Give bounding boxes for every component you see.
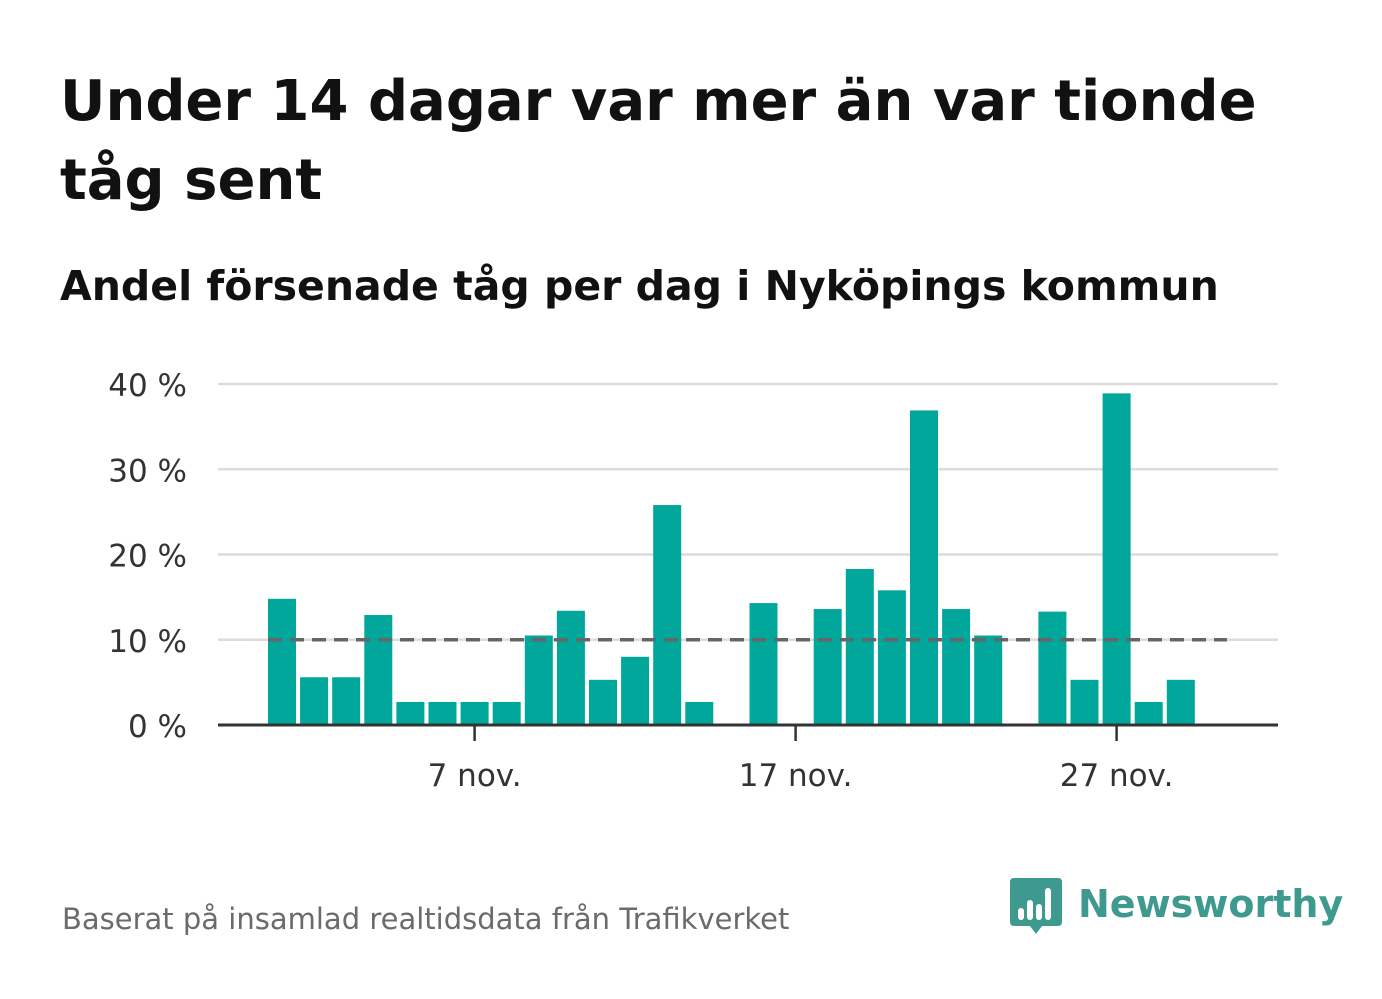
chart-subtitle: Andel försenade tåg per dag i Nyköpings …	[60, 262, 1219, 310]
bar	[749, 603, 778, 725]
bar	[589, 679, 617, 725]
bar	[974, 635, 1003, 725]
bar	[364, 615, 393, 725]
bar	[1070, 679, 1099, 725]
bar	[428, 701, 457, 725]
bar	[1038, 611, 1067, 725]
bar	[877, 590, 906, 725]
chart-title: Under 14 dagar var mer än var tionde tåg…	[60, 69, 1257, 213]
bar	[460, 701, 489, 725]
x-tick-label: 27 nov.	[1060, 758, 1174, 794]
y-tick-label: 20 %	[108, 539, 187, 575]
bar	[845, 568, 874, 725]
bar-chart-speech-bubble-icon	[1010, 878, 1062, 934]
y-tick-label: 10 %	[108, 624, 187, 660]
y-tick-label: 30 %	[108, 453, 187, 489]
bar	[556, 610, 585, 725]
bar	[300, 677, 329, 725]
bar	[813, 609, 842, 725]
bar	[910, 410, 938, 725]
bar	[1102, 393, 1131, 725]
x-tick-label: 7 nov.	[428, 758, 522, 794]
bar	[1166, 679, 1195, 725]
bar	[1134, 701, 1163, 725]
bar	[268, 598, 296, 725]
bar	[396, 701, 425, 725]
bar	[492, 701, 521, 725]
y-tick-label: 0 %	[128, 709, 187, 745]
bar	[524, 635, 553, 725]
bar	[653, 505, 682, 725]
x-tick-label: 17 nov.	[739, 758, 853, 794]
bar	[942, 609, 971, 725]
bar-chart: 0 % 10 % 20 % 30 % 40 % 7 nov. 17 nov. 27 nov.	[108, 368, 1278, 794]
newsworthy-logo: Newsworthy	[1010, 878, 1343, 942]
brand-name: Newsworthy	[1078, 882, 1344, 926]
source-note: Baserat på insamlad realtidsdata från Tr…	[62, 902, 790, 936]
bar	[332, 677, 361, 725]
y-tick-label: 40 %	[108, 368, 187, 404]
bar	[685, 701, 714, 725]
bar	[621, 656, 650, 725]
